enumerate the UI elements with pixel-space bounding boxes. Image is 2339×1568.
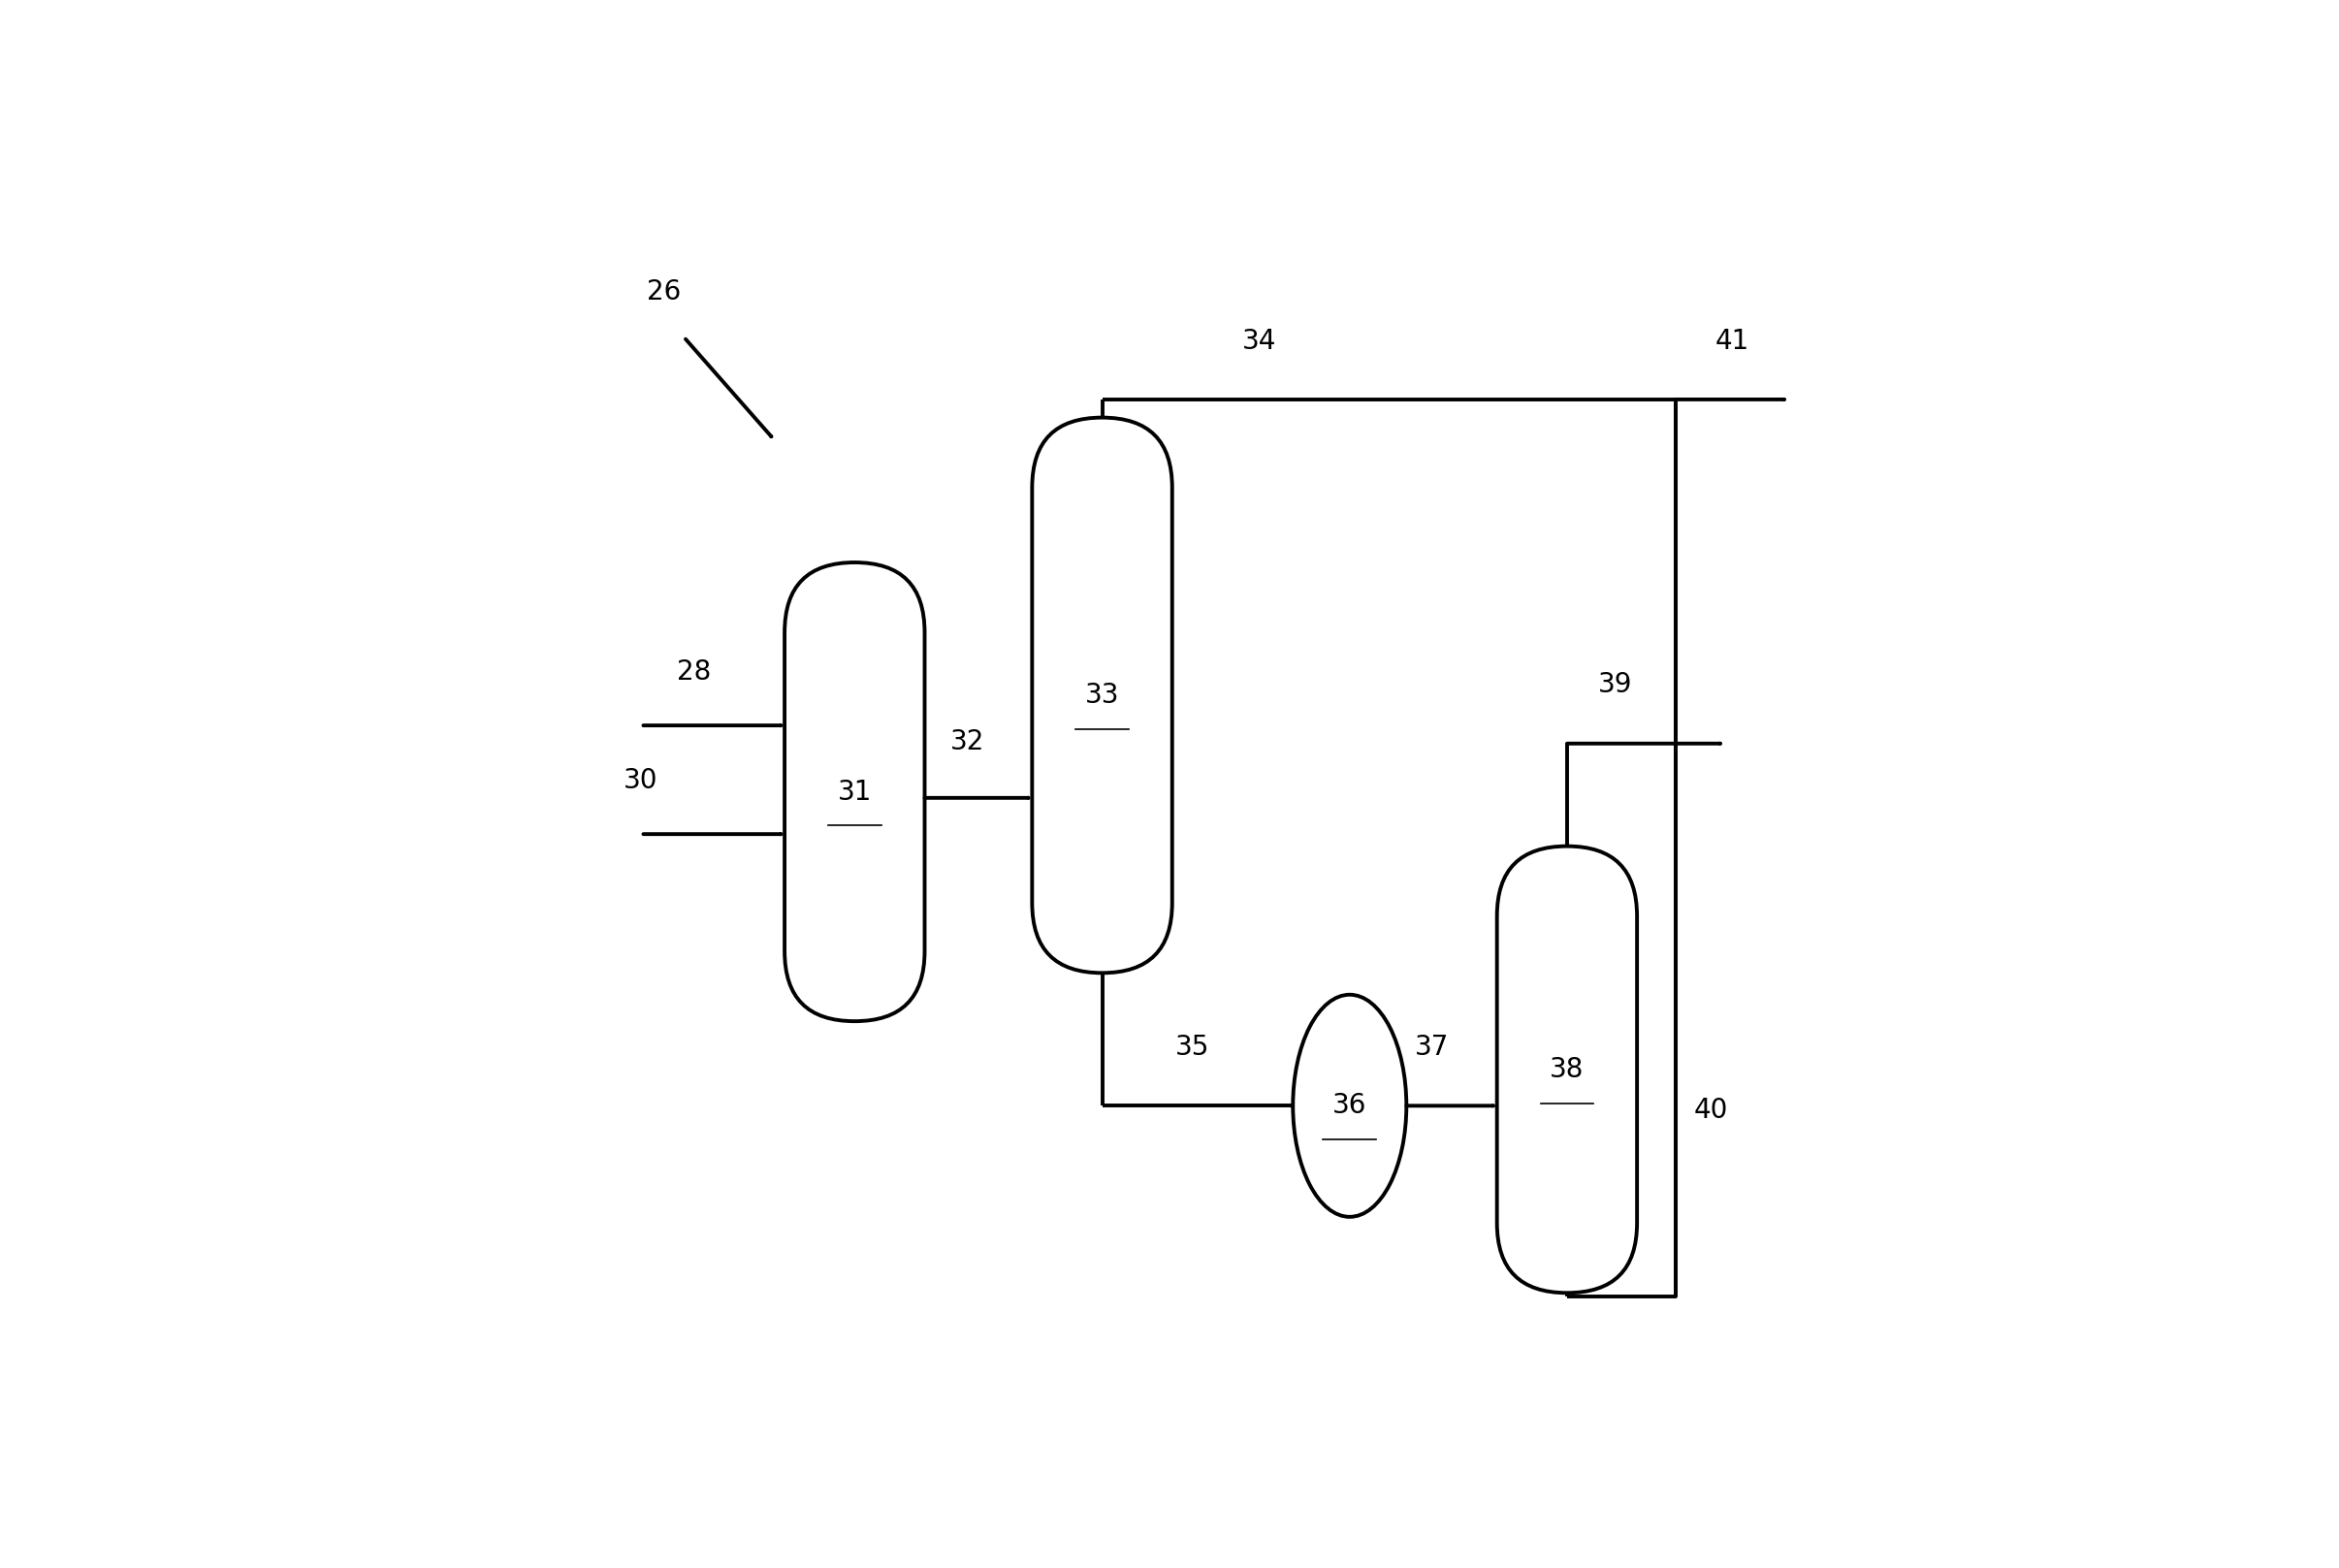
Text: 41: 41 [1714,328,1750,354]
FancyBboxPatch shape [1497,847,1637,1294]
Text: 28: 28 [676,659,711,685]
Text: 40: 40 [1693,1096,1729,1124]
FancyBboxPatch shape [1031,417,1172,972]
Text: 35: 35 [1177,1033,1209,1062]
Text: 31: 31 [837,778,872,806]
Text: 38: 38 [1551,1055,1584,1083]
Text: 39: 39 [1598,671,1633,699]
Ellipse shape [1293,994,1406,1217]
Text: 26: 26 [648,278,681,306]
Text: 32: 32 [950,728,985,756]
Text: 36: 36 [1333,1093,1366,1120]
FancyBboxPatch shape [784,563,924,1021]
Text: 37: 37 [1415,1033,1448,1062]
Text: 33: 33 [1085,682,1120,709]
Text: 30: 30 [625,767,657,793]
Text: 34: 34 [1242,328,1277,354]
